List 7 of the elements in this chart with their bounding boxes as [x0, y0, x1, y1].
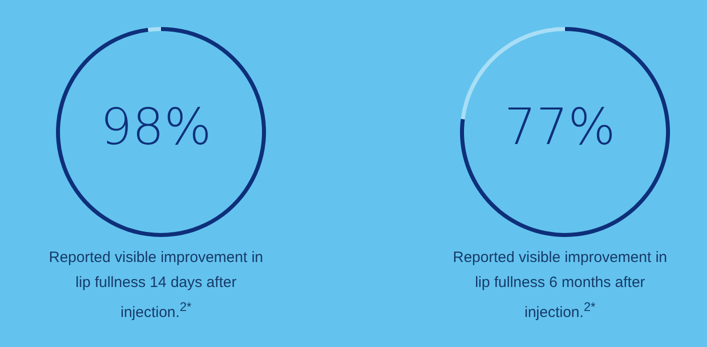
text: 98%	[100, 98, 212, 156]
donut-slice	[148, 27, 161, 32]
donut-slice	[460, 27, 670, 237]
donut-slice	[56, 27, 266, 237]
text: Reported visible improvement in lip fullness 14 days after injection.$^{2*}$	[48, 248, 264, 323]
text: 77%	[504, 98, 616, 156]
text: Reported visible improvement in lip fullness 6 months after injection.$^{2*}$	[452, 248, 668, 323]
